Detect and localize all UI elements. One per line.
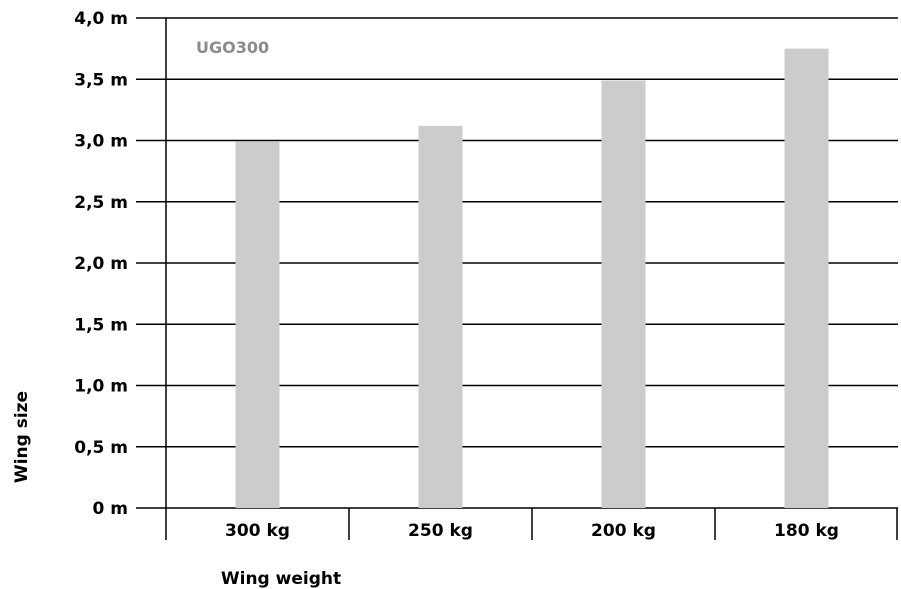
bar-0 [235,141,280,508]
y-tick-label: 3,5 m [74,70,128,90]
bar-2 [601,80,646,508]
x-tick-label: 300 kg [225,521,290,541]
x-tick-label: 250 kg [408,521,473,541]
y-tick-label: 2,0 m [74,254,128,274]
x-axis-title: Wing weight [221,569,341,589]
bar-3 [784,48,829,508]
y-axis-title: Wing size [12,391,32,483]
y-tick-label: 4,0 m [74,9,128,29]
y-tick-label: 2,5 m [74,193,128,213]
y-tick-label: 0,5 m [74,438,128,458]
x-tick-labels: 300 kg 250 kg 200 kg 180 kg [225,521,839,541]
x-tick-label: 180 kg [774,521,839,541]
legend-entry: UGO300 [196,38,269,57]
y-tick-label: 3,0 m [74,132,128,152]
y-tick-labels: 0 m 0,5 m 1,0 m 1,5 m 2,0 m 2,5 m 3,0 m 3,5 m 4,… [74,9,128,519]
y-tick-label: 1,5 m [74,315,128,335]
bars [235,48,829,509]
bar-1 [418,125,463,509]
axes [165,18,898,540]
y-tick-label: 0 m [93,499,128,519]
y-tick-label: 1,0 m [74,377,128,397]
x-tick-label: 200 kg [591,521,656,541]
